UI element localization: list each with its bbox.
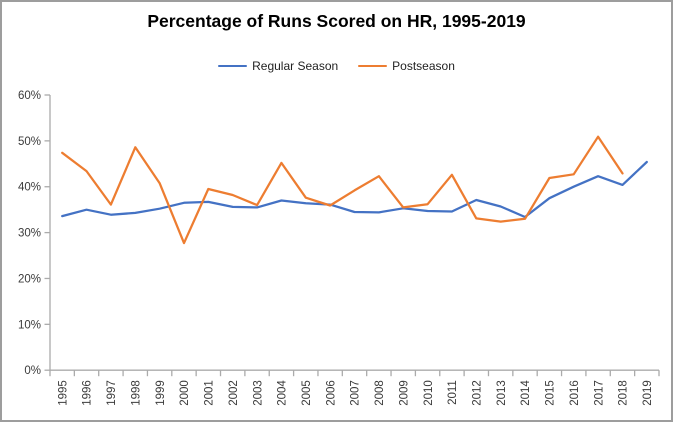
x-tick-label: 2019 (642, 380, 654, 406)
x-tick-label: 2005 (301, 380, 313, 406)
y-tick-label: 30% (18, 228, 41, 240)
x-tick-label: 2008 (374, 380, 386, 406)
x-tick-label: 2007 (350, 380, 362, 406)
x-tick-label: 1999 (155, 380, 167, 406)
x-tick-label: 2011 (447, 380, 459, 405)
legend-label: Regular Season (252, 59, 339, 73)
legend: Regular Season Postseason (2, 59, 671, 73)
x-tick-label: 1996 (82, 380, 94, 406)
legend-label: Postseason (392, 59, 455, 73)
x-tick-label: 2013 (496, 380, 508, 406)
y-tick-label: 50% (18, 136, 41, 148)
x-tick-label: 2016 (569, 380, 581, 406)
x-tick-label: 2003 (252, 380, 264, 406)
x-tick-label: 2012 (472, 380, 484, 406)
x-tick-label: 2015 (545, 380, 557, 406)
x-tick-label: 2017 (593, 380, 605, 406)
chart-title: Percentage of Runs Scored on HR, 1995-20… (147, 11, 526, 31)
legend-item-regular-season: Regular Season (218, 59, 338, 73)
x-tick-label: 1995 (57, 380, 69, 406)
postseason-line (61, 135, 624, 245)
postseason-line-swatch (358, 64, 388, 68)
x-tick-label: 1998 (130, 380, 142, 406)
y-tick-label: 0% (24, 365, 41, 377)
y-tick-label: 60% (18, 90, 41, 102)
y-tick-label: 10% (18, 319, 41, 331)
x-tick-label: 2004 (277, 380, 289, 406)
x-tick-label: 2009 (398, 380, 410, 406)
x-tick-label: 2018 (618, 380, 630, 406)
legend-item-postseason: Postseason (358, 59, 455, 73)
y-tick-label: 20% (18, 273, 41, 285)
x-tick-label: 2002 (228, 380, 240, 406)
x-tick-label: 1997 (106, 380, 118, 406)
x-tick-label: 2014 (520, 380, 532, 406)
y-tick-label: 40% (18, 182, 41, 194)
x-tick-label: 2001 (204, 380, 216, 406)
x-tick-label: 2010 (423, 380, 435, 406)
regular-season-line (61, 160, 648, 219)
regular-season-line-swatch (218, 64, 248, 68)
x-tick-label: 2006 (325, 380, 337, 406)
x-tick-label: 2000 (179, 380, 191, 406)
